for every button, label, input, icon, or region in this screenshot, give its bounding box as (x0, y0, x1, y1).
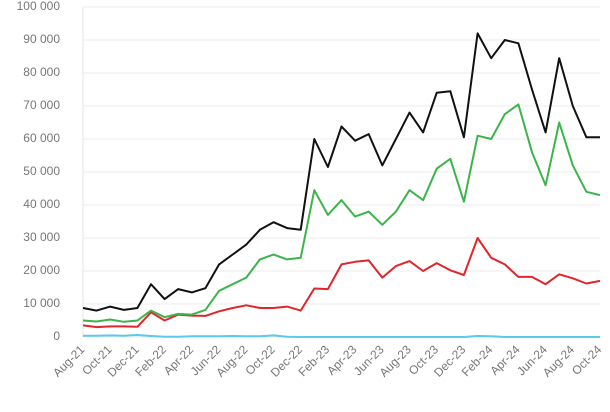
y-tick-label: 100 000 (17, 0, 61, 13)
x-tick-label: Oct-24 (569, 342, 605, 378)
x-tick-label: Aug-21 (50, 342, 87, 379)
y-tick-label: 50 000 (23, 164, 60, 178)
x-tick-label: Feb-24 (459, 342, 496, 379)
y-tick-label: 40 000 (23, 197, 60, 211)
y-tick-label: 30 000 (23, 230, 60, 244)
y-tick-label: 60 000 (23, 131, 60, 145)
y-tick-label: 10 000 (23, 296, 60, 310)
y-tick-label: 0 (53, 329, 60, 343)
series-line (82, 32, 600, 312)
x-tick-label: Aug-22 (213, 342, 250, 379)
y-tick-label: 90 000 (23, 32, 60, 46)
series-line (83, 334, 600, 338)
y-tick-label: 70 000 (23, 98, 60, 112)
x-tick-label: Feb-23 (295, 342, 332, 379)
series-line (82, 237, 601, 329)
x-tick-label: Feb-22 (132, 342, 169, 379)
series-line (82, 103, 601, 323)
x-tick-label: Aug-24 (540, 342, 577, 379)
y-tick-label: 80 000 (23, 65, 60, 79)
x-tick-label: Aug-23 (377, 342, 414, 379)
y-tick-label: 20 000 (23, 263, 60, 277)
